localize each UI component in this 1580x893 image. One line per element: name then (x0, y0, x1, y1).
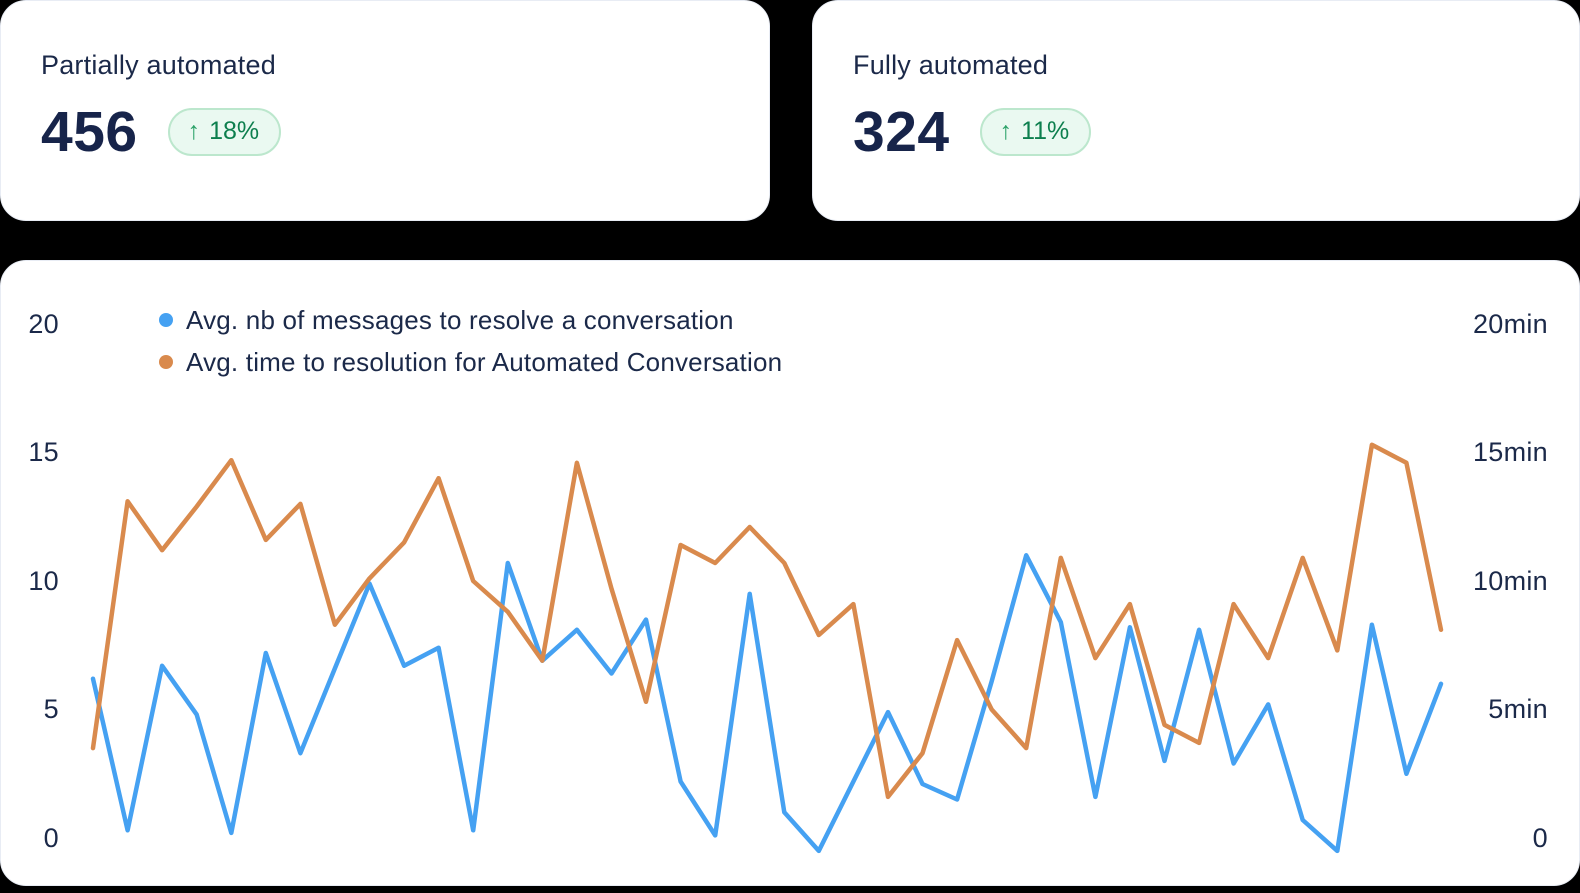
left-axis-tick-0: 0 (43, 823, 59, 853)
left-axis-tick-10: 10 (28, 566, 59, 596)
chart-card: Avg. nb of messages to resolve a convers… (0, 260, 1580, 886)
arrow-up-icon: ↑ (187, 117, 201, 145)
legend-label: Avg. nb of messages to resolve a convers… (186, 304, 734, 335)
legend-dot-icon (159, 313, 173, 327)
right-axis-tick-10min: 10min (1472, 566, 1548, 596)
right-axis-tick-20min: 20min (1472, 309, 1548, 339)
legend-dot-icon (159, 355, 173, 369)
right-axis-tick-0: 0 (1532, 823, 1548, 853)
legend-item-time-to-resolution[interactable]: Avg. time to resolution for Automated Co… (159, 346, 783, 377)
trend-badge: ↑ 11% (979, 108, 1092, 156)
stat-value: 456 (41, 100, 138, 164)
left-axis-tick-15: 15 (28, 437, 59, 467)
stat-card-fully-automated: Fully automated 324 ↑ 11% (812, 0, 1580, 221)
stat-title: Fully automated (853, 50, 1049, 80)
stat-value: 324 (853, 100, 950, 164)
stat-card-partially-automated: Partially automated 456 ↑ 18% (0, 0, 770, 221)
trend-percent: 11% (1021, 117, 1070, 145)
legend-label: Avg. time to resolution for Automated Co… (186, 346, 783, 377)
legend-item-messages[interactable]: Avg. nb of messages to resolve a convers… (159, 304, 782, 335)
arrow-up-icon: ↑ (999, 117, 1013, 145)
left-axis-tick-5: 5 (43, 694, 59, 724)
line-chart-plot (90, 442, 1444, 854)
chart-legend: Avg. nb of messages to resolve a convers… (159, 304, 783, 377)
right-axis-tick-15min: 15min (1472, 437, 1548, 467)
trend-badge: ↑ 18% (167, 108, 282, 156)
left-axis-tick-20: 20 (28, 309, 59, 339)
trend-percent: 18% (209, 117, 260, 145)
stat-title: Partially automated (41, 50, 276, 80)
right-axis-tick-5min: 5min (1488, 694, 1548, 724)
